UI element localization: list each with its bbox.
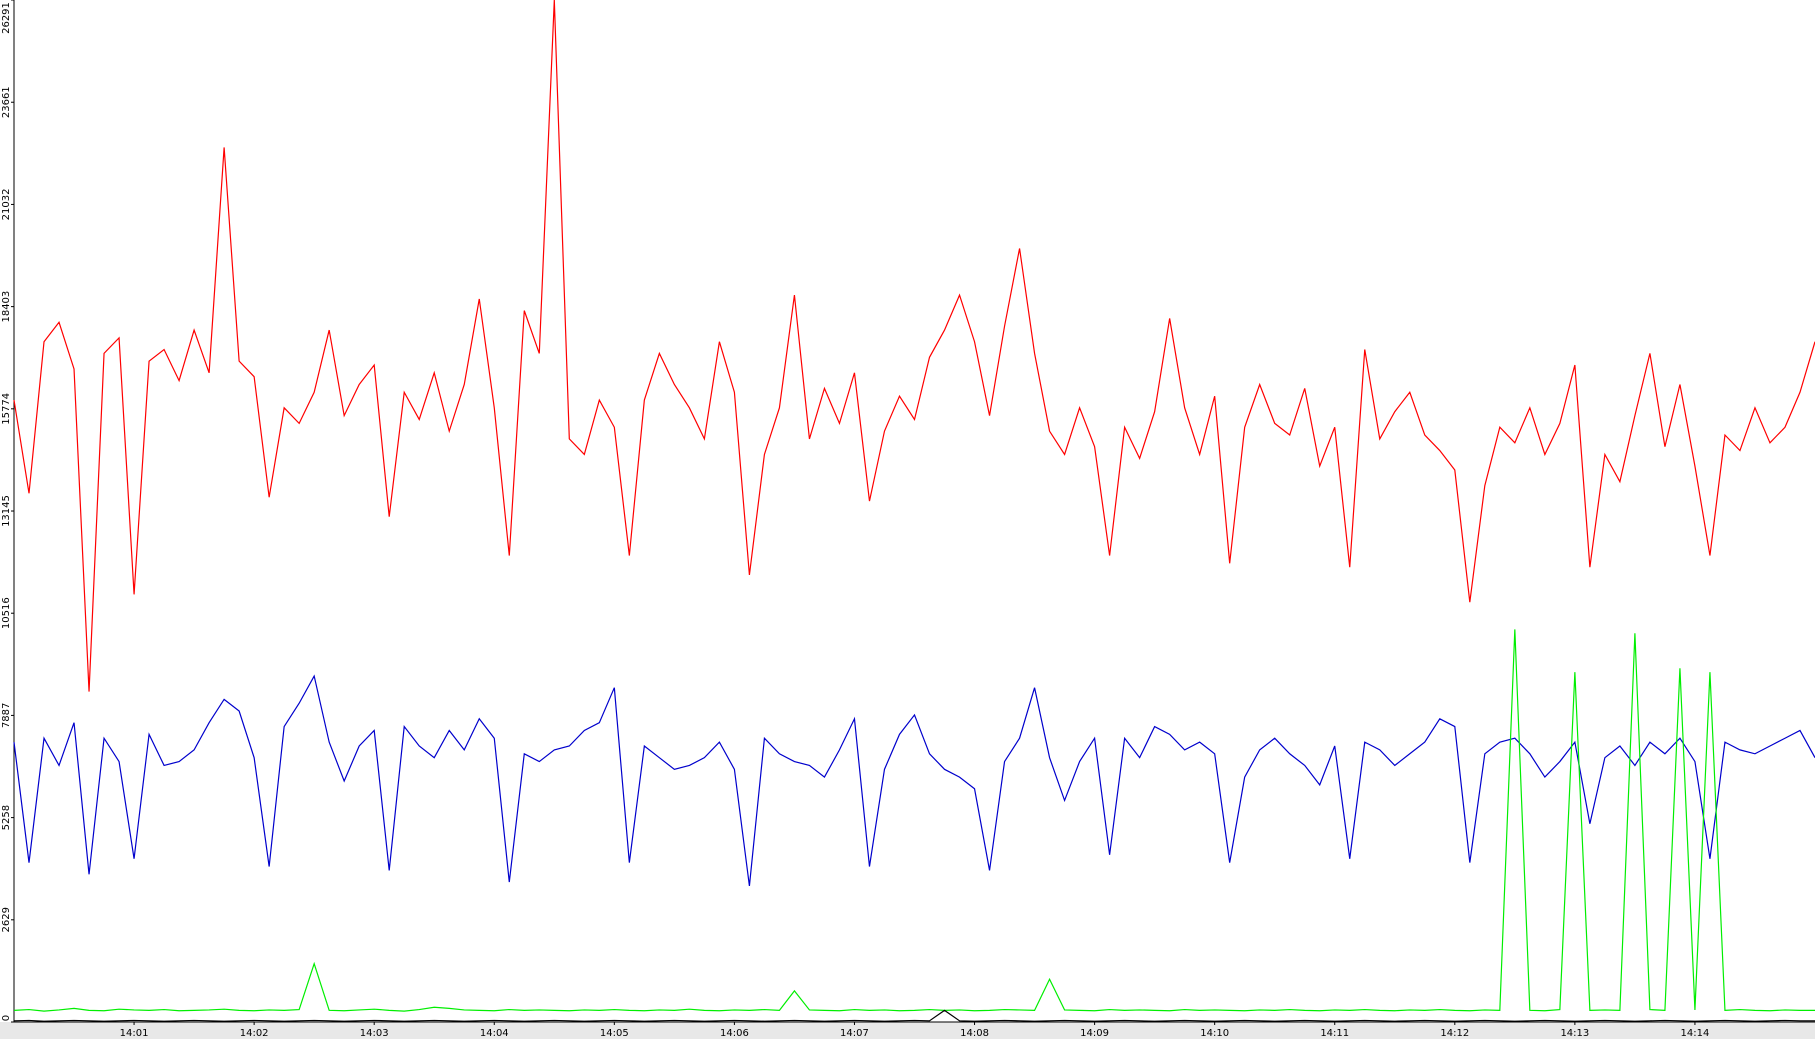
y-tick-label: 5258 <box>1 805 12 830</box>
y-tick-label: 7887 <box>1 703 12 728</box>
x-tick-label: 14:04 <box>480 1028 509 1039</box>
y-tick-label: 23661 <box>1 86 12 118</box>
y-tick-label: 13145 <box>1 495 12 527</box>
x-tick-label: 14:05 <box>600 1028 629 1039</box>
y-tick-label: 15774 <box>1 393 12 425</box>
y-tick-label: 10516 <box>1 597 12 629</box>
x-tick-label: 14:02 <box>240 1028 269 1039</box>
x-tick-label: 14:06 <box>720 1028 749 1039</box>
x-tick-label: 14:01 <box>120 1028 149 1039</box>
series-line <box>13 0 1815 692</box>
x-tick-label: 14:03 <box>360 1028 389 1039</box>
x-tick-label: 14:14 <box>1681 1028 1710 1039</box>
x-tick-label: 14:13 <box>1560 1028 1589 1039</box>
x-tick-label: 14:08 <box>960 1028 989 1039</box>
series-line <box>13 674 1815 887</box>
x-tick-label: 14:09 <box>1080 1028 1109 1039</box>
y-tick-label: 26291 <box>1 2 12 34</box>
x-axis-band <box>0 1022 1815 1039</box>
x-tick-label: 14:11 <box>1320 1028 1349 1039</box>
series-line <box>13 629 1815 1012</box>
y-tick-label: 2629 <box>1 907 12 932</box>
x-tick-label: 14:07 <box>840 1028 869 1039</box>
y-tick-label: 18403 <box>1 291 12 323</box>
y-tick-label: 0 <box>1 1015 12 1021</box>
y-tick-label: 21032 <box>1 189 12 221</box>
x-tick-label: 14:10 <box>1200 1028 1229 1039</box>
x-tick-label: 14:12 <box>1440 1028 1469 1039</box>
series-line <box>13 1009 1815 1022</box>
